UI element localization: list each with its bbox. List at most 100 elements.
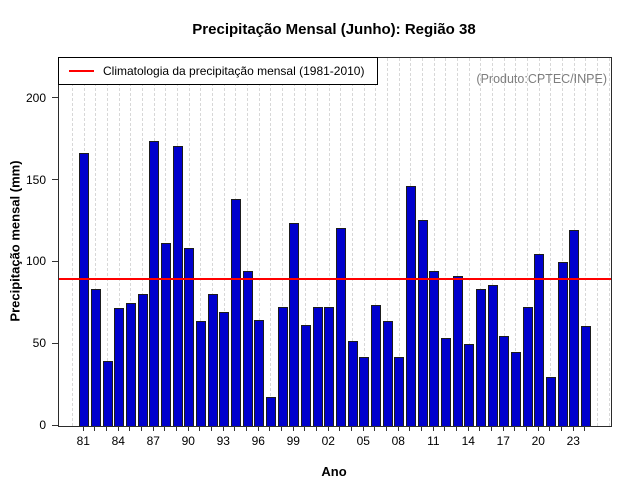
- gridline: [608, 58, 610, 426]
- x-tick: [269, 426, 271, 431]
- y-tick-label: 150: [25, 172, 46, 187]
- x-tick: [502, 426, 504, 431]
- x-tick: [187, 426, 189, 431]
- x-tick: [222, 426, 224, 431]
- x-tick: [106, 426, 108, 431]
- x-tick: [316, 426, 318, 431]
- x-tick-label: 23: [566, 434, 580, 448]
- x-tick: [327, 426, 329, 431]
- x-tick: [164, 426, 166, 431]
- x-tick: [292, 426, 294, 431]
- bar-2005: [359, 357, 370, 426]
- gridline: [457, 58, 459, 426]
- x-tick: [572, 426, 574, 431]
- x-tick-label: 05: [356, 434, 370, 448]
- x-tick-label: 14: [461, 434, 475, 448]
- y-tick-label: 200: [25, 90, 46, 105]
- gridline: [480, 58, 482, 426]
- x-tick: [549, 426, 551, 431]
- x-tick: [444, 426, 446, 431]
- bar-2009: [405, 185, 416, 426]
- gridline: [375, 58, 377, 426]
- x-tick: [584, 426, 586, 431]
- x-tick-label: 17: [496, 434, 510, 448]
- bar-1993: [219, 311, 230, 426]
- gridline: [165, 58, 167, 426]
- bar-1992: [207, 293, 218, 426]
- bar-1990: [184, 247, 195, 426]
- x-tick: [374, 426, 376, 431]
- x-tick-label: 84: [111, 434, 125, 448]
- bar-1985: [125, 303, 136, 426]
- x-tick-label: 93: [216, 434, 230, 448]
- chart-title: Precipitação Mensal (Junho): Região 38: [192, 21, 476, 38]
- x-tick: [537, 426, 539, 431]
- y-tick-label: 0: [39, 418, 46, 432]
- x-tick: [467, 426, 469, 431]
- y-tick: [52, 260, 58, 262]
- x-axis: 81 84 87 90 93 96 99 02 05 08 11 14 17 20 23: [58, 426, 612, 460]
- x-tick: [152, 426, 154, 431]
- x-tick-label: 02: [321, 434, 335, 448]
- bar-2001: [312, 306, 323, 426]
- bar-1996: [254, 319, 265, 426]
- bar-2019: [522, 306, 533, 426]
- gridline: [492, 58, 494, 426]
- y-tick-label: 100: [25, 254, 46, 269]
- x-tick: [176, 426, 178, 431]
- bar-1984: [114, 308, 125, 426]
- x-tick-label: 87: [146, 434, 160, 448]
- bar-1986: [137, 293, 148, 426]
- x-tick: [304, 426, 306, 431]
- y-tick-label: 50: [32, 336, 46, 351]
- x-tick: [479, 426, 481, 431]
- x-tick: [211, 426, 213, 431]
- gridline: [597, 58, 599, 426]
- x-tick-label: 11: [427, 434, 440, 448]
- bar-2006: [370, 304, 381, 426]
- gridline: [387, 58, 389, 426]
- x-tick: [491, 426, 493, 431]
- gridline: [305, 58, 307, 426]
- gridline: [585, 58, 587, 426]
- gridline: [363, 58, 365, 426]
- bar-2008: [394, 357, 405, 426]
- bar-1997: [265, 396, 276, 426]
- y-axis: 0 50 100 150 200: [0, 57, 58, 432]
- plot-area: [58, 57, 612, 427]
- bar-1989: [172, 146, 183, 426]
- gridline: [270, 58, 272, 426]
- bar-2002: [324, 306, 335, 426]
- legend-label: Climatologia da precipitação mensal (198…: [103, 64, 365, 78]
- x-tick-label: 96: [251, 434, 265, 448]
- gridline: [282, 58, 284, 426]
- y-tick: [52, 97, 58, 99]
- bar-2022: [557, 262, 568, 426]
- bar-1987: [149, 141, 160, 426]
- x-tick: [561, 426, 563, 431]
- y-tick: [52, 424, 58, 426]
- bar-1995: [242, 270, 253, 426]
- gridline: [550, 58, 552, 426]
- x-tick: [129, 426, 131, 431]
- gridline: [538, 58, 540, 426]
- x-tick: [82, 426, 84, 431]
- bar-1988: [160, 242, 171, 426]
- bar-1983: [102, 360, 113, 426]
- x-tick: [117, 426, 119, 431]
- gridline: [130, 58, 132, 426]
- climatology-line: [59, 277, 611, 280]
- x-tick: [141, 426, 143, 431]
- x-tick: [514, 426, 516, 431]
- y-tick: [52, 179, 58, 181]
- gridline: [223, 58, 225, 426]
- x-tick-label: 20: [531, 434, 545, 448]
- gridline: [142, 58, 144, 426]
- bar-2014: [464, 344, 475, 426]
- gridline: [433, 58, 435, 426]
- bar-2000: [300, 324, 311, 426]
- gridline: [562, 58, 564, 426]
- x-tick: [339, 426, 341, 431]
- x-tick: [421, 426, 423, 431]
- x-tick: [456, 426, 458, 431]
